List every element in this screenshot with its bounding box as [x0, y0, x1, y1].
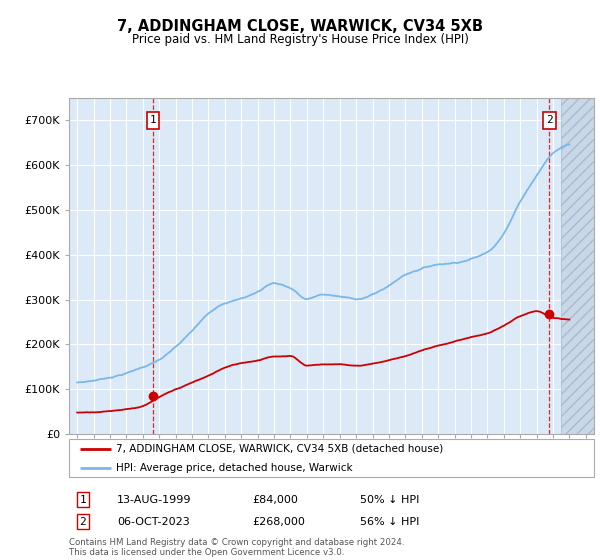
Bar: [561, 98, 594, 434]
Text: Price paid vs. HM Land Registry's House Price Index (HPI): Price paid vs. HM Land Registry's House …: [131, 32, 469, 46]
Text: 2: 2: [545, 115, 553, 125]
Text: 2: 2: [79, 517, 86, 527]
Text: £84,000: £84,000: [252, 494, 298, 505]
Text: 7, ADDINGHAM CLOSE, WARWICK, CV34 5XB: 7, ADDINGHAM CLOSE, WARWICK, CV34 5XB: [117, 19, 483, 34]
Text: 50% ↓ HPI: 50% ↓ HPI: [360, 494, 419, 505]
Text: 56% ↓ HPI: 56% ↓ HPI: [360, 517, 419, 527]
Text: £268,000: £268,000: [252, 517, 305, 527]
Text: Contains HM Land Registry data © Crown copyright and database right 2024.
This d: Contains HM Land Registry data © Crown c…: [69, 538, 404, 557]
Text: HPI: Average price, detached house, Warwick: HPI: Average price, detached house, Warw…: [116, 463, 353, 473]
Text: 7, ADDINGHAM CLOSE, WARWICK, CV34 5XB (detached house): 7, ADDINGHAM CLOSE, WARWICK, CV34 5XB (d…: [116, 444, 443, 454]
Text: 1: 1: [149, 115, 157, 125]
FancyBboxPatch shape: [69, 439, 594, 477]
Text: 06-OCT-2023: 06-OCT-2023: [117, 517, 190, 527]
Text: 13-AUG-1999: 13-AUG-1999: [117, 494, 191, 505]
Text: 1: 1: [79, 494, 86, 505]
